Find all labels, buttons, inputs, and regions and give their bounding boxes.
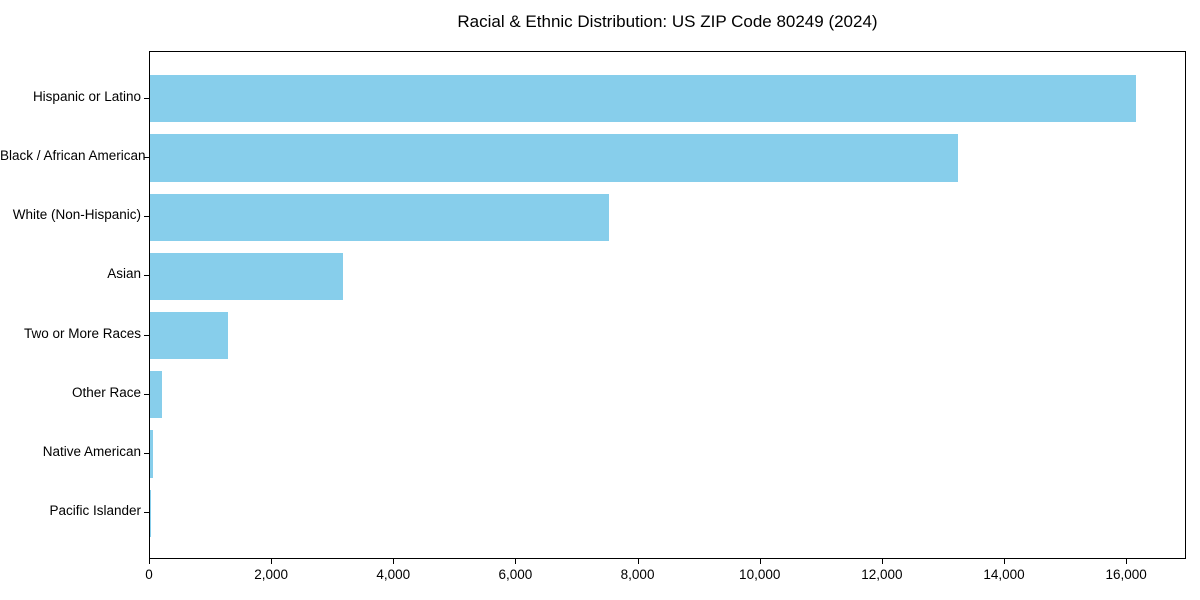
y-tick-label-other-race: Other Race — [71, 384, 141, 400]
y-tick-label-hispanic-or-latino: Hispanic or Latino — [32, 88, 141, 104]
x-tick-label-2000: 2,000 — [254, 567, 289, 582]
bar-asian — [150, 252, 343, 301]
x-tick-mark — [1004, 559, 1005, 564]
x-tick-label-6000: 6,000 — [498, 567, 533, 582]
y-tick-label-asian: Asian — [107, 266, 141, 282]
y-tick-mark — [144, 275, 149, 277]
y-tick-label-black-african-american: Black / African American — [0, 147, 146, 163]
bar-pacific-islander — [150, 489, 151, 537]
y-tick-label-pacific-islander: Pacific Islander — [49, 503, 141, 519]
x-tick-label-12000: 12,000 — [861, 567, 903, 582]
x-tick-label-0: 0 — [145, 567, 153, 582]
x-tick-label-8000: 8,000 — [620, 567, 655, 582]
x-tick-label-14000: 14,000 — [983, 567, 1025, 582]
x-tick-label-4000: 4,000 — [376, 567, 411, 582]
bar-white-non-hispanic — [150, 193, 610, 241]
x-tick-mark — [271, 559, 273, 564]
y-tick-mark — [144, 334, 149, 336]
chart-title: Racial & Ethnic Distribution: US ZIP Cod… — [457, 12, 878, 31]
y-tick-mark — [144, 216, 149, 218]
x-tick-mark — [149, 559, 150, 564]
x-tick-mark — [515, 559, 517, 564]
x-tick-mark — [759, 559, 761, 564]
x-tick-mark — [1126, 559, 1128, 564]
y-tick-mark — [144, 97, 149, 99]
bar-two-or-more-races — [150, 311, 229, 360]
y-tick-label-two-or-more-races: Two or More Races — [23, 325, 141, 341]
y-tick-mark — [144, 512, 149, 514]
bar-black-african-american — [150, 134, 958, 182]
plot-area — [149, 51, 1186, 559]
y-tick-mark — [144, 393, 149, 395]
bar-native-american — [150, 430, 154, 478]
x-tick-label-16000: 16,000 — [1105, 567, 1147, 582]
x-tick-label-10000: 10,000 — [739, 567, 781, 582]
x-tick-mark — [393, 559, 395, 564]
x-tick-mark — [881, 559, 883, 564]
bar-hispanic-or-latino — [150, 75, 1137, 123]
x-tick-mark — [637, 559, 639, 564]
y-tick-label-white-non-hispanic: White (Non-Hispanic) — [12, 207, 141, 223]
bar-other-race — [150, 371, 163, 419]
y-tick-label-native-american: Native American — [42, 444, 141, 460]
y-tick-mark — [144, 156, 149, 158]
y-tick-mark — [144, 453, 149, 455]
